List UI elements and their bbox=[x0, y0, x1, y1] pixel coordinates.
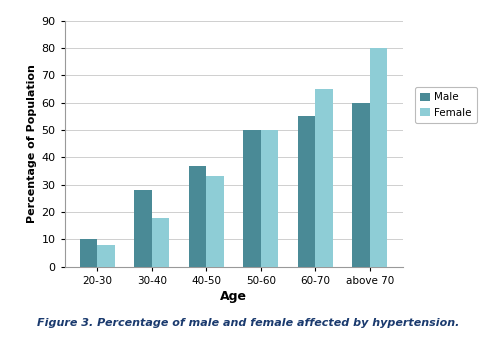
X-axis label: Age: Age bbox=[220, 290, 247, 303]
Bar bbox=[135, 190, 152, 267]
Bar bbox=[370, 48, 387, 267]
Bar bbox=[261, 130, 278, 267]
Bar bbox=[298, 116, 315, 267]
Bar bbox=[189, 166, 206, 267]
Bar bbox=[244, 130, 261, 267]
Bar bbox=[97, 245, 115, 267]
Legend: Male, Female: Male, Female bbox=[414, 87, 477, 123]
Text: Figure 3. Percentage of male and female affected by hypertension.: Figure 3. Percentage of male and female … bbox=[37, 318, 460, 328]
Bar bbox=[152, 218, 169, 267]
Bar bbox=[352, 103, 370, 267]
Bar bbox=[315, 89, 332, 267]
Bar bbox=[206, 176, 224, 267]
Y-axis label: Percentage of Population: Percentage of Population bbox=[27, 64, 37, 223]
Bar bbox=[80, 239, 97, 267]
